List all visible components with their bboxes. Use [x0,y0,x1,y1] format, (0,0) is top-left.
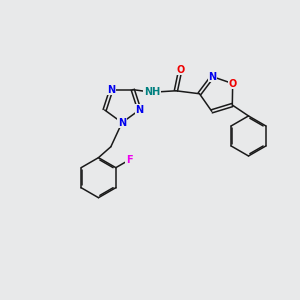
Text: N: N [118,118,126,128]
Text: NH: NH [144,87,160,97]
Text: N: N [135,105,143,115]
Text: F: F [126,155,132,165]
Text: O: O [229,79,237,88]
Text: N: N [107,85,116,94]
Text: O: O [176,64,184,75]
Text: N: N [208,72,216,82]
